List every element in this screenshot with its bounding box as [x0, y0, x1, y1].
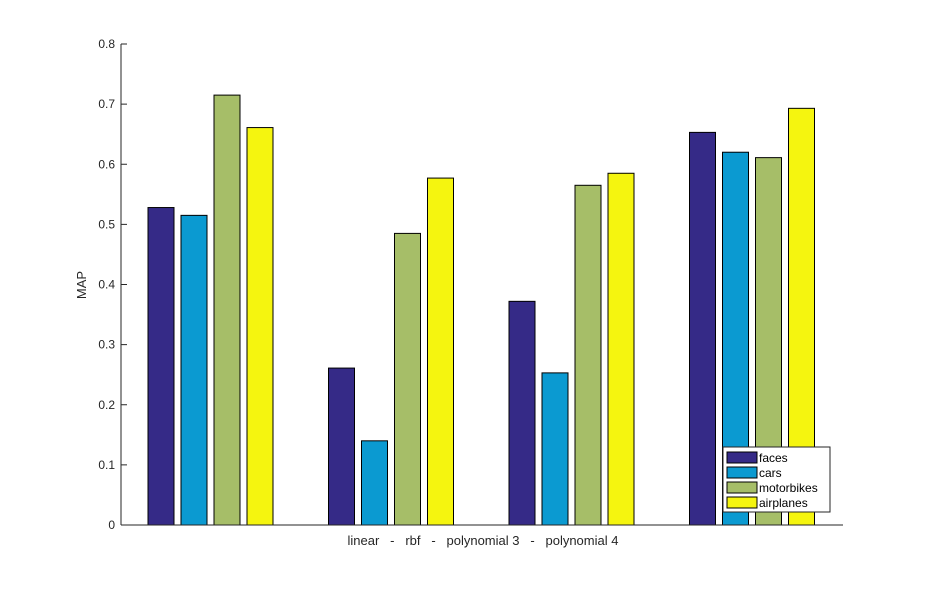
x-axis-label: linear - rbf - polynomial 3 - polynomial… — [348, 533, 619, 548]
bar-motorbikes-2 — [574, 184, 602, 526]
bar-airplanes-2 — [607, 172, 635, 526]
bars-layer — [147, 94, 815, 526]
bar-faces-1 — [328, 367, 355, 526]
bar-cars-1 — [361, 440, 388, 526]
bar-motorbikes-0 — [213, 94, 241, 526]
y-tick-label: 0.7 — [98, 97, 115, 111]
legend-swatch-cars — [726, 466, 758, 479]
legend-swatch-airplanes — [726, 496, 758, 509]
legend-label-cars: cars — [759, 466, 782, 480]
y-tick-label: 0.4 — [98, 278, 115, 292]
bar-cars-2 — [541, 372, 569, 526]
bar-airplanes-0 — [246, 127, 274, 526]
y-ticks: 0 0.1 0.2 0.3 0.4 0.5 0.6 0.7 0.8 — [98, 37, 127, 532]
bar-motorbikes-1 — [394, 232, 421, 526]
y-tick-label: 0.6 — [98, 157, 115, 171]
bar-faces-3 — [689, 131, 716, 526]
bar-airplanes-1 — [427, 177, 454, 526]
y-tick-label: 0 — [108, 518, 115, 532]
legend-label-motorbikes: motorbikes — [759, 481, 818, 495]
bar-cars-0 — [180, 214, 208, 526]
legend-swatch-faces — [726, 451, 758, 464]
y-tick-label: 0.5 — [98, 217, 115, 231]
y-tick-label: 0.2 — [98, 398, 115, 412]
y-tick-label: 0.3 — [98, 338, 115, 352]
bar-faces-2 — [508, 300, 536, 526]
y-axis-label: MAP — [74, 271, 89, 299]
legend-label-faces: faces — [759, 451, 788, 465]
bar-faces-0 — [147, 207, 175, 526]
legend-swatch-motorbikes — [726, 481, 758, 494]
y-tick-label: 0.1 — [98, 458, 115, 472]
y-tick-label: 0.8 — [98, 37, 115, 51]
legend-label-airplanes: airplanes — [759, 496, 808, 510]
